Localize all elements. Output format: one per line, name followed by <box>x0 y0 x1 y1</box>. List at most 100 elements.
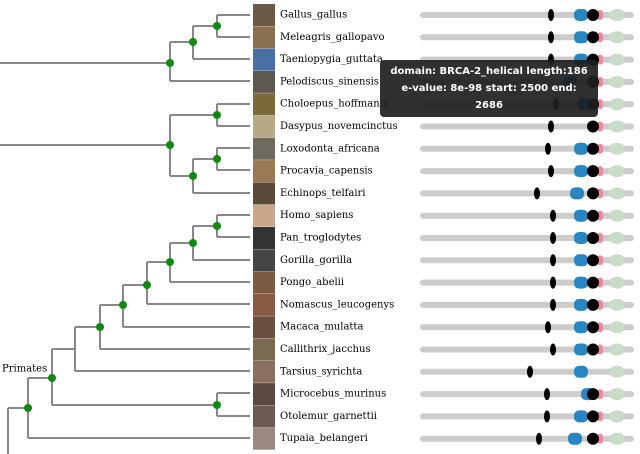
domain-small[interactable] <box>548 120 554 133</box>
domain-pink[interactable] <box>597 433 603 444</box>
tree-node[interactable] <box>189 239 197 247</box>
domain-small[interactable] <box>544 410 550 423</box>
domain-black[interactable] <box>587 432 599 445</box>
tree-node[interactable] <box>213 401 221 409</box>
domain-pink[interactable] <box>597 121 603 132</box>
domain-small[interactable] <box>548 165 554 178</box>
domain-blue[interactable] <box>574 142 588 155</box>
domain-blue[interactable] <box>574 209 588 222</box>
domain-blue[interactable] <box>574 232 588 244</box>
domain-blue[interactable] <box>574 9 588 21</box>
tree-node[interactable] <box>213 155 221 163</box>
domain-pink[interactable] <box>597 188 603 199</box>
tree-node[interactable] <box>213 22 221 30</box>
domain-pink[interactable] <box>597 143 603 154</box>
species-name[interactable]: Tupaia_belangeri <box>280 433 368 444</box>
species-name[interactable]: Echinops_telfairi <box>280 188 366 199</box>
domain-blue[interactable] <box>574 298 588 311</box>
domain-black[interactable] <box>587 298 599 311</box>
domain-small[interactable] <box>544 388 550 401</box>
species-name[interactable]: Nomascus_leucogenys <box>280 299 394 310</box>
species-name[interactable]: Choloepus_hoffmanni <box>280 99 389 110</box>
domain-blue[interactable] <box>574 31 588 44</box>
tree-node[interactable] <box>166 59 174 67</box>
domain-pink[interactable] <box>597 255 603 266</box>
domain-small[interactable] <box>550 343 556 356</box>
domain-pink[interactable] <box>597 210 603 221</box>
domain-small[interactable] <box>527 365 533 378</box>
domain-pink[interactable] <box>597 411 603 422</box>
species-name[interactable]: Gorilla_gorilla <box>280 255 352 266</box>
species-name[interactable]: Gallus_gallus <box>280 10 347 21</box>
domain-pink[interactable] <box>597 99 603 110</box>
tree-node[interactable] <box>189 172 197 180</box>
domain-pink[interactable] <box>597 344 603 355</box>
domain-blue[interactable] <box>574 365 588 378</box>
tree-node[interactable] <box>96 323 104 331</box>
domain-blue[interactable] <box>568 432 582 445</box>
domain-small[interactable] <box>536 432 542 445</box>
domain-pink[interactable] <box>597 32 603 43</box>
domain-black[interactable] <box>587 410 599 423</box>
species-name[interactable]: Macaca_mulatta <box>280 322 363 333</box>
domain-pink[interactable] <box>597 389 603 400</box>
domain-pink[interactable] <box>597 10 603 20</box>
species-name[interactable]: Meleagris_gallopavo <box>280 32 385 43</box>
domain-blue[interactable] <box>574 321 588 334</box>
tree-node[interactable] <box>213 111 221 119</box>
domain-small[interactable] <box>550 209 556 222</box>
species-name[interactable]: Homo_sapiens <box>280 210 353 221</box>
domain-pink[interactable] <box>597 299 603 310</box>
domain-black[interactable] <box>587 120 599 133</box>
species-name[interactable]: Pan_troglodytes <box>280 233 361 244</box>
domain-small[interactable] <box>550 298 556 311</box>
domain-small[interactable] <box>550 232 556 244</box>
domain-black[interactable] <box>587 31 599 44</box>
domain-pink[interactable] <box>597 233 603 243</box>
domain-small[interactable] <box>550 254 556 267</box>
domain-small[interactable] <box>545 142 551 155</box>
domain-black[interactable] <box>587 276 599 289</box>
domain-small[interactable] <box>550 276 556 289</box>
domain-black[interactable] <box>587 9 599 21</box>
domain-black[interactable] <box>587 209 599 222</box>
domain-black[interactable] <box>587 254 599 267</box>
domain-black[interactable] <box>587 321 599 334</box>
tree-node[interactable] <box>166 258 174 266</box>
species-name[interactable]: Taeniopygia_guttata <box>280 54 383 65</box>
domain-blue[interactable] <box>574 343 588 356</box>
domain-small[interactable] <box>548 9 554 21</box>
species-name[interactable]: Microcebus_murinus <box>280 389 386 400</box>
domain-pink[interactable] <box>597 166 603 177</box>
domain-blue[interactable] <box>574 254 588 267</box>
species-name[interactable]: Callithrix_jacchus <box>280 344 371 355</box>
domain-black[interactable] <box>587 232 599 244</box>
tree-node[interactable] <box>189 38 197 46</box>
species-name[interactable]: Dasypus_novemcinctus <box>280 121 398 132</box>
domain-black[interactable] <box>587 187 599 200</box>
domain-black[interactable] <box>587 165 599 178</box>
tree-node[interactable] <box>119 301 127 309</box>
domain-small[interactable] <box>548 31 554 44</box>
domain-small[interactable] <box>534 187 540 200</box>
domain-pink[interactable] <box>597 76 603 87</box>
domain-pink[interactable] <box>597 54 603 65</box>
domain-blue[interactable] <box>574 165 588 178</box>
domain-blue[interactable] <box>574 276 588 289</box>
tree-node[interactable] <box>48 374 56 382</box>
domain-black[interactable] <box>587 388 599 401</box>
domain-blue[interactable] <box>570 187 584 200</box>
species-name[interactable]: Loxodonta_africana <box>280 143 380 154</box>
domain-pink[interactable] <box>597 277 603 288</box>
tree-node[interactable] <box>166 141 174 149</box>
tree-node[interactable] <box>24 404 32 412</box>
tree-node[interactable] <box>143 281 151 289</box>
species-name[interactable]: Tarsius_syrichta <box>280 366 362 377</box>
tree-node[interactable] <box>213 222 221 230</box>
domain-black[interactable] <box>587 343 599 356</box>
domain-small[interactable] <box>545 321 551 334</box>
species-name[interactable]: Otolemur_garnettii <box>280 411 377 422</box>
domain-blue[interactable] <box>574 410 588 423</box>
species-name[interactable]: Procavia_capensis <box>280 166 373 177</box>
species-name[interactable]: Pongo_abelii <box>280 277 344 288</box>
